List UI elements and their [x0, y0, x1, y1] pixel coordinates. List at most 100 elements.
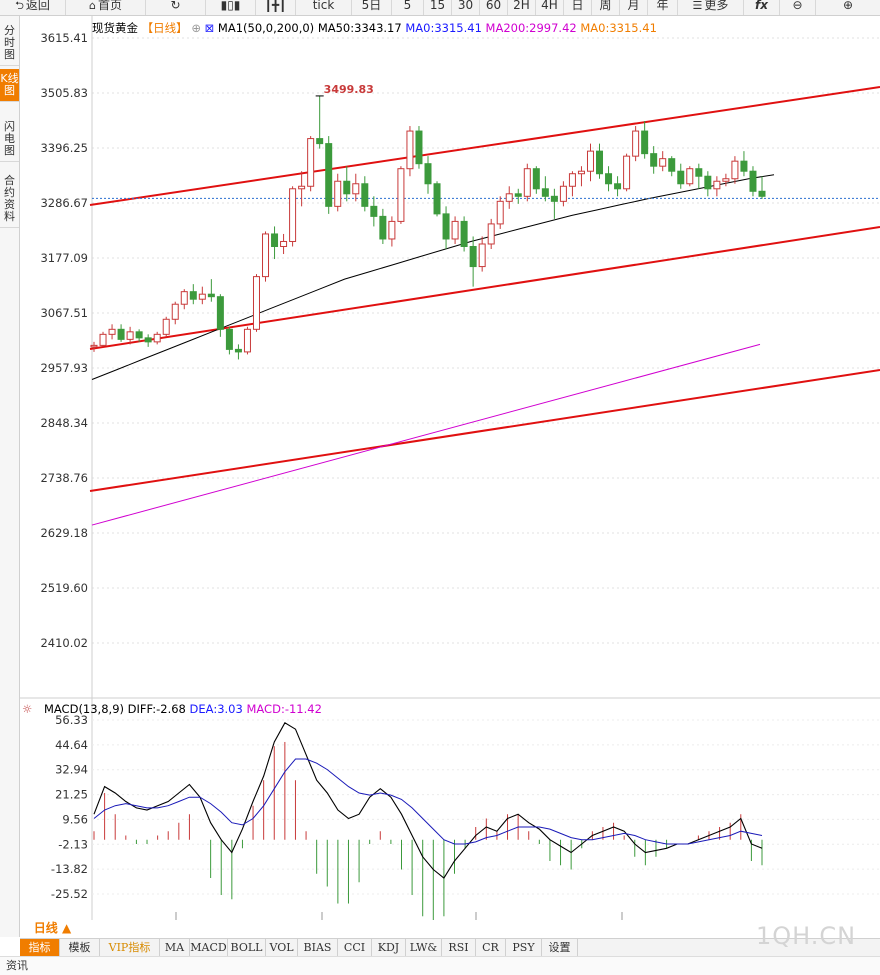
candle-body	[397, 168, 405, 222]
tab-boll[interactable]: BOLL	[228, 939, 266, 956]
zoom-in-button[interactable]: ⊕	[816, 0, 880, 15]
price-tick-label: 3505.83	[40, 86, 88, 100]
macd-dea-label: DEA:3.03	[189, 702, 243, 716]
refresh-icon: ↻	[170, 0, 181, 12]
candle-body	[668, 158, 676, 172]
price-tick-label: 2957.93	[40, 361, 88, 375]
tab-bias[interactable]: BIAS	[298, 939, 338, 956]
candle-body	[108, 328, 116, 335]
candle-body	[695, 168, 703, 177]
tab-settings[interactable]: 设置	[542, 939, 578, 956]
candle-body	[713, 180, 721, 190]
refresh-button[interactable]: ↻	[146, 0, 206, 15]
price-tick-label: 3286.67	[40, 196, 88, 210]
tab-macd[interactable]: MACD	[190, 939, 228, 956]
week-button[interactable]: 周	[592, 0, 620, 15]
candle-body	[460, 220, 468, 247]
candle-body	[623, 155, 631, 190]
macd-tick-label: 32.94	[55, 763, 88, 777]
year-button[interactable]: 年	[648, 0, 678, 15]
candle-body	[415, 130, 423, 165]
m60-button[interactable]: 60	[480, 0, 508, 15]
day-button[interactable]: 日	[564, 0, 592, 15]
candle-body	[325, 143, 333, 207]
tab-cci[interactable]: CCI	[338, 939, 372, 956]
settings-icon[interactable]: ⊕	[191, 21, 201, 35]
candle-body	[126, 331, 134, 340]
five-day-button[interactable]: 5日	[352, 0, 392, 15]
tab-ma[interactable]: MA	[160, 939, 190, 956]
tab-psy[interactable]: PSY	[506, 939, 542, 956]
m5-button[interactable]: 5	[392, 0, 424, 15]
macd-legend: ☼ MACD(13,8,9) DIFF:-2.68 DEA:3.03 MACD:…	[22, 702, 322, 716]
tab-flash-chart[interactable]: 闪电图	[0, 117, 19, 162]
candle-body	[216, 296, 224, 330]
macd-tick-label: -25.52	[51, 887, 88, 901]
macd-tick-label: -2.13	[58, 837, 88, 851]
candle-body	[496, 200, 504, 225]
candle-body	[704, 175, 712, 190]
tab-indicator[interactable]: 指标	[20, 939, 60, 956]
tab-rsi[interactable]: RSI	[442, 939, 476, 956]
tick-button[interactable]: tick	[296, 0, 352, 15]
candle-body	[262, 233, 270, 278]
tab-lwr[interactable]: LW&	[406, 939, 442, 956]
macd-diff-label: DIFF:-2.68	[127, 702, 186, 716]
candle-body	[677, 170, 685, 185]
back-button[interactable]: ⮌ 返回	[0, 0, 66, 15]
ma200-line	[91, 343, 761, 526]
candle-body	[343, 180, 351, 195]
macd-tick-label: 44.64	[55, 738, 88, 752]
candle-body	[451, 220, 459, 240]
m30-button[interactable]: 30	[452, 0, 480, 15]
tab-timeshare[interactable]: 分时图	[0, 21, 19, 66]
formula-button[interactable]: fx	[744, 0, 780, 15]
tab-kdj[interactable]: KDJ	[372, 939, 406, 956]
macd-settings-icon[interactable]: ☼	[22, 702, 33, 716]
price-chart[interactable]: 3615.41 3505.83 3396.25 3286.67 3177.09 3067.…	[20, 16, 880, 920]
month-button[interactable]: 月	[620, 0, 648, 15]
candle-body	[379, 215, 387, 240]
m15-button[interactable]: 15	[424, 0, 452, 15]
zoom-out-button[interactable]: ⊖	[780, 0, 816, 15]
tab-contract-info[interactable]: 合约资料	[0, 171, 19, 228]
price-tick-label: 2410.02	[40, 636, 88, 650]
candle-body	[271, 233, 279, 247]
macd-tick-label: 21.25	[55, 788, 88, 802]
tab-vip-indicator[interactable]: VIP指标	[100, 939, 160, 956]
candle-body	[424, 163, 432, 185]
kline-type-button[interactable]: ▮▯▮	[206, 0, 256, 15]
bar-type-button[interactable]: ┃╋┃	[256, 0, 296, 15]
period-label[interactable]: 【日线】	[141, 21, 188, 35]
status-bar: 资讯	[0, 956, 880, 975]
candle-body	[749, 170, 757, 192]
candle-body	[225, 328, 233, 350]
symbol-title: 现货黄金	[92, 21, 138, 35]
price-tick-label: 2629.18	[40, 526, 88, 540]
moving-average-lines	[91, 174, 880, 526]
more-button[interactable]: ☰ 更多	[678, 0, 744, 15]
price-tick-label: 2738.76	[40, 471, 88, 485]
candlestick-icon: ▮▯▮	[220, 0, 241, 12]
status-text: 资讯	[6, 959, 28, 972]
candle-body	[686, 168, 694, 185]
macd-panel: 56.33 44.64 32.94 21.25 9.56 -2.13 -13.82 -25.5…	[51, 713, 880, 920]
h2-button[interactable]: 2H	[508, 0, 536, 15]
ma50-label: MA50:3343.17	[317, 21, 402, 35]
candle-body	[334, 180, 342, 207]
ma-toggle-icon[interactable]: ⊠	[204, 21, 215, 35]
candle-body	[478, 243, 486, 268]
candle-body	[189, 291, 197, 300]
period-selector[interactable]: 日线 ▲	[33, 921, 72, 935]
tab-cr[interactable]: CR	[476, 939, 506, 956]
tab-vol[interactable]: VOL	[266, 939, 298, 956]
tab-kline[interactable]: K线图	[0, 69, 19, 102]
h4-button[interactable]: 4H	[536, 0, 564, 15]
candle-body	[280, 240, 288, 247]
home-button[interactable]: ⌂ 首页	[66, 0, 146, 15]
macd-tick-label: 9.56	[62, 812, 88, 826]
candle-body	[144, 337, 152, 343]
tab-template[interactable]: 模板	[60, 939, 100, 956]
candle-body	[352, 183, 360, 195]
macd-dea-line	[93, 758, 763, 845]
